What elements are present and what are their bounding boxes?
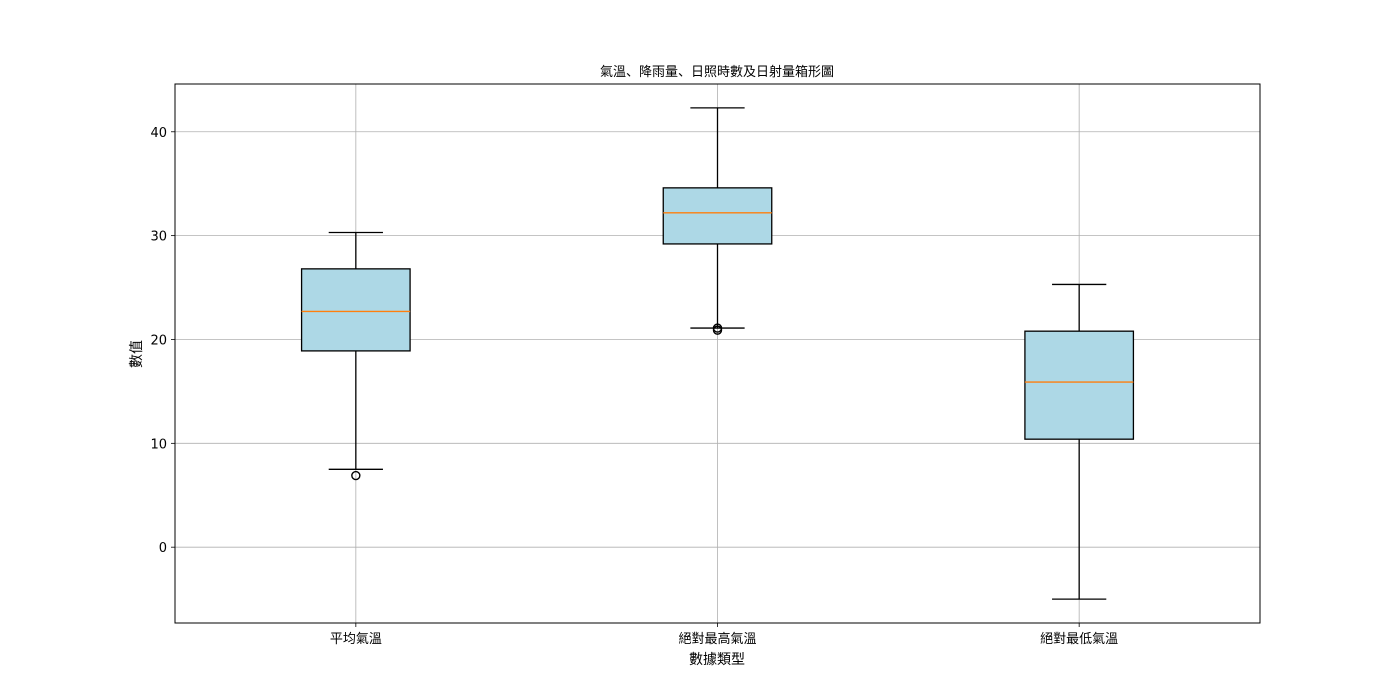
- x-tick-label: 絕對最高氣溫: [678, 631, 756, 647]
- y-tick-label: 20: [150, 333, 167, 348]
- x-tick-label: 平均氣溫: [330, 632, 382, 647]
- x-axis-label: 數據類型: [689, 652, 745, 668]
- y-tick-label: 0: [159, 541, 167, 556]
- y-tick-label: 40: [150, 126, 167, 141]
- box-group: [300, 231, 411, 481]
- box-iqr: [1024, 330, 1135, 440]
- boxes: [300, 107, 1135, 600]
- box-iqr: [300, 268, 411, 352]
- box-group: [1024, 283, 1135, 600]
- y-tick-label: 30: [150, 230, 167, 245]
- box-group: [662, 107, 773, 335]
- y-axis-label: 數值: [129, 340, 145, 368]
- axis-ticks: 0 10 20 30 40 平均氣溫 絕對最高氣溫 絕對最低氣溫: [150, 126, 1118, 647]
- y-tick-label: 10: [150, 437, 167, 452]
- x-tick-label: 絕對最低氣溫: [1040, 632, 1118, 647]
- outlier-point: [351, 470, 361, 481]
- outlier-point: [712, 323, 723, 333]
- box-iqr: [662, 187, 773, 245]
- chart-title: 氣溫、降雨量、日照時數及日射量箱形圖: [600, 64, 834, 80]
